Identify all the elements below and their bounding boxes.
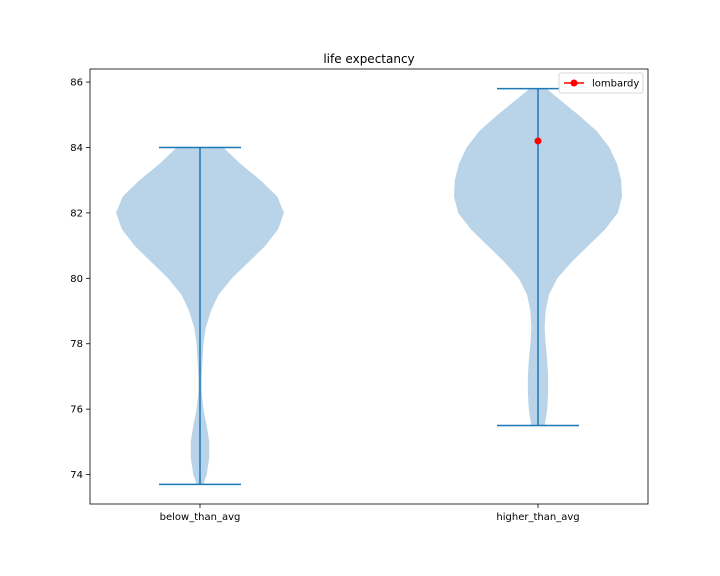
y-tick-label: 84: [70, 143, 83, 154]
y-tick-label: 82: [70, 208, 83, 219]
y-axis: 74 76 78 80 82 84 86: [70, 78, 90, 481]
y-tick-label: 80: [70, 274, 83, 285]
x-tick-label: higher_than_avg: [496, 512, 579, 523]
chart-title: life expectancy: [323, 52, 414, 66]
plot-frame: [89, 68, 649, 505]
y-tick-label: 78: [70, 339, 83, 350]
legend-label: lombardy: [592, 79, 639, 90]
x-tick-label: below_than_avg: [160, 512, 241, 523]
x-axis: below_than_avg higher_than_avg: [160, 504, 580, 523]
legend: lombardy: [558, 72, 644, 94]
plot-area: [89, 68, 649, 505]
y-tick-label: 76: [70, 405, 83, 416]
legend-box: [558, 72, 644, 94]
data-point-lombardy: [534, 137, 542, 145]
legend-marker: [570, 79, 578, 87]
y-tick-label: 86: [70, 78, 83, 89]
y-tick-label: 74: [70, 470, 83, 481]
